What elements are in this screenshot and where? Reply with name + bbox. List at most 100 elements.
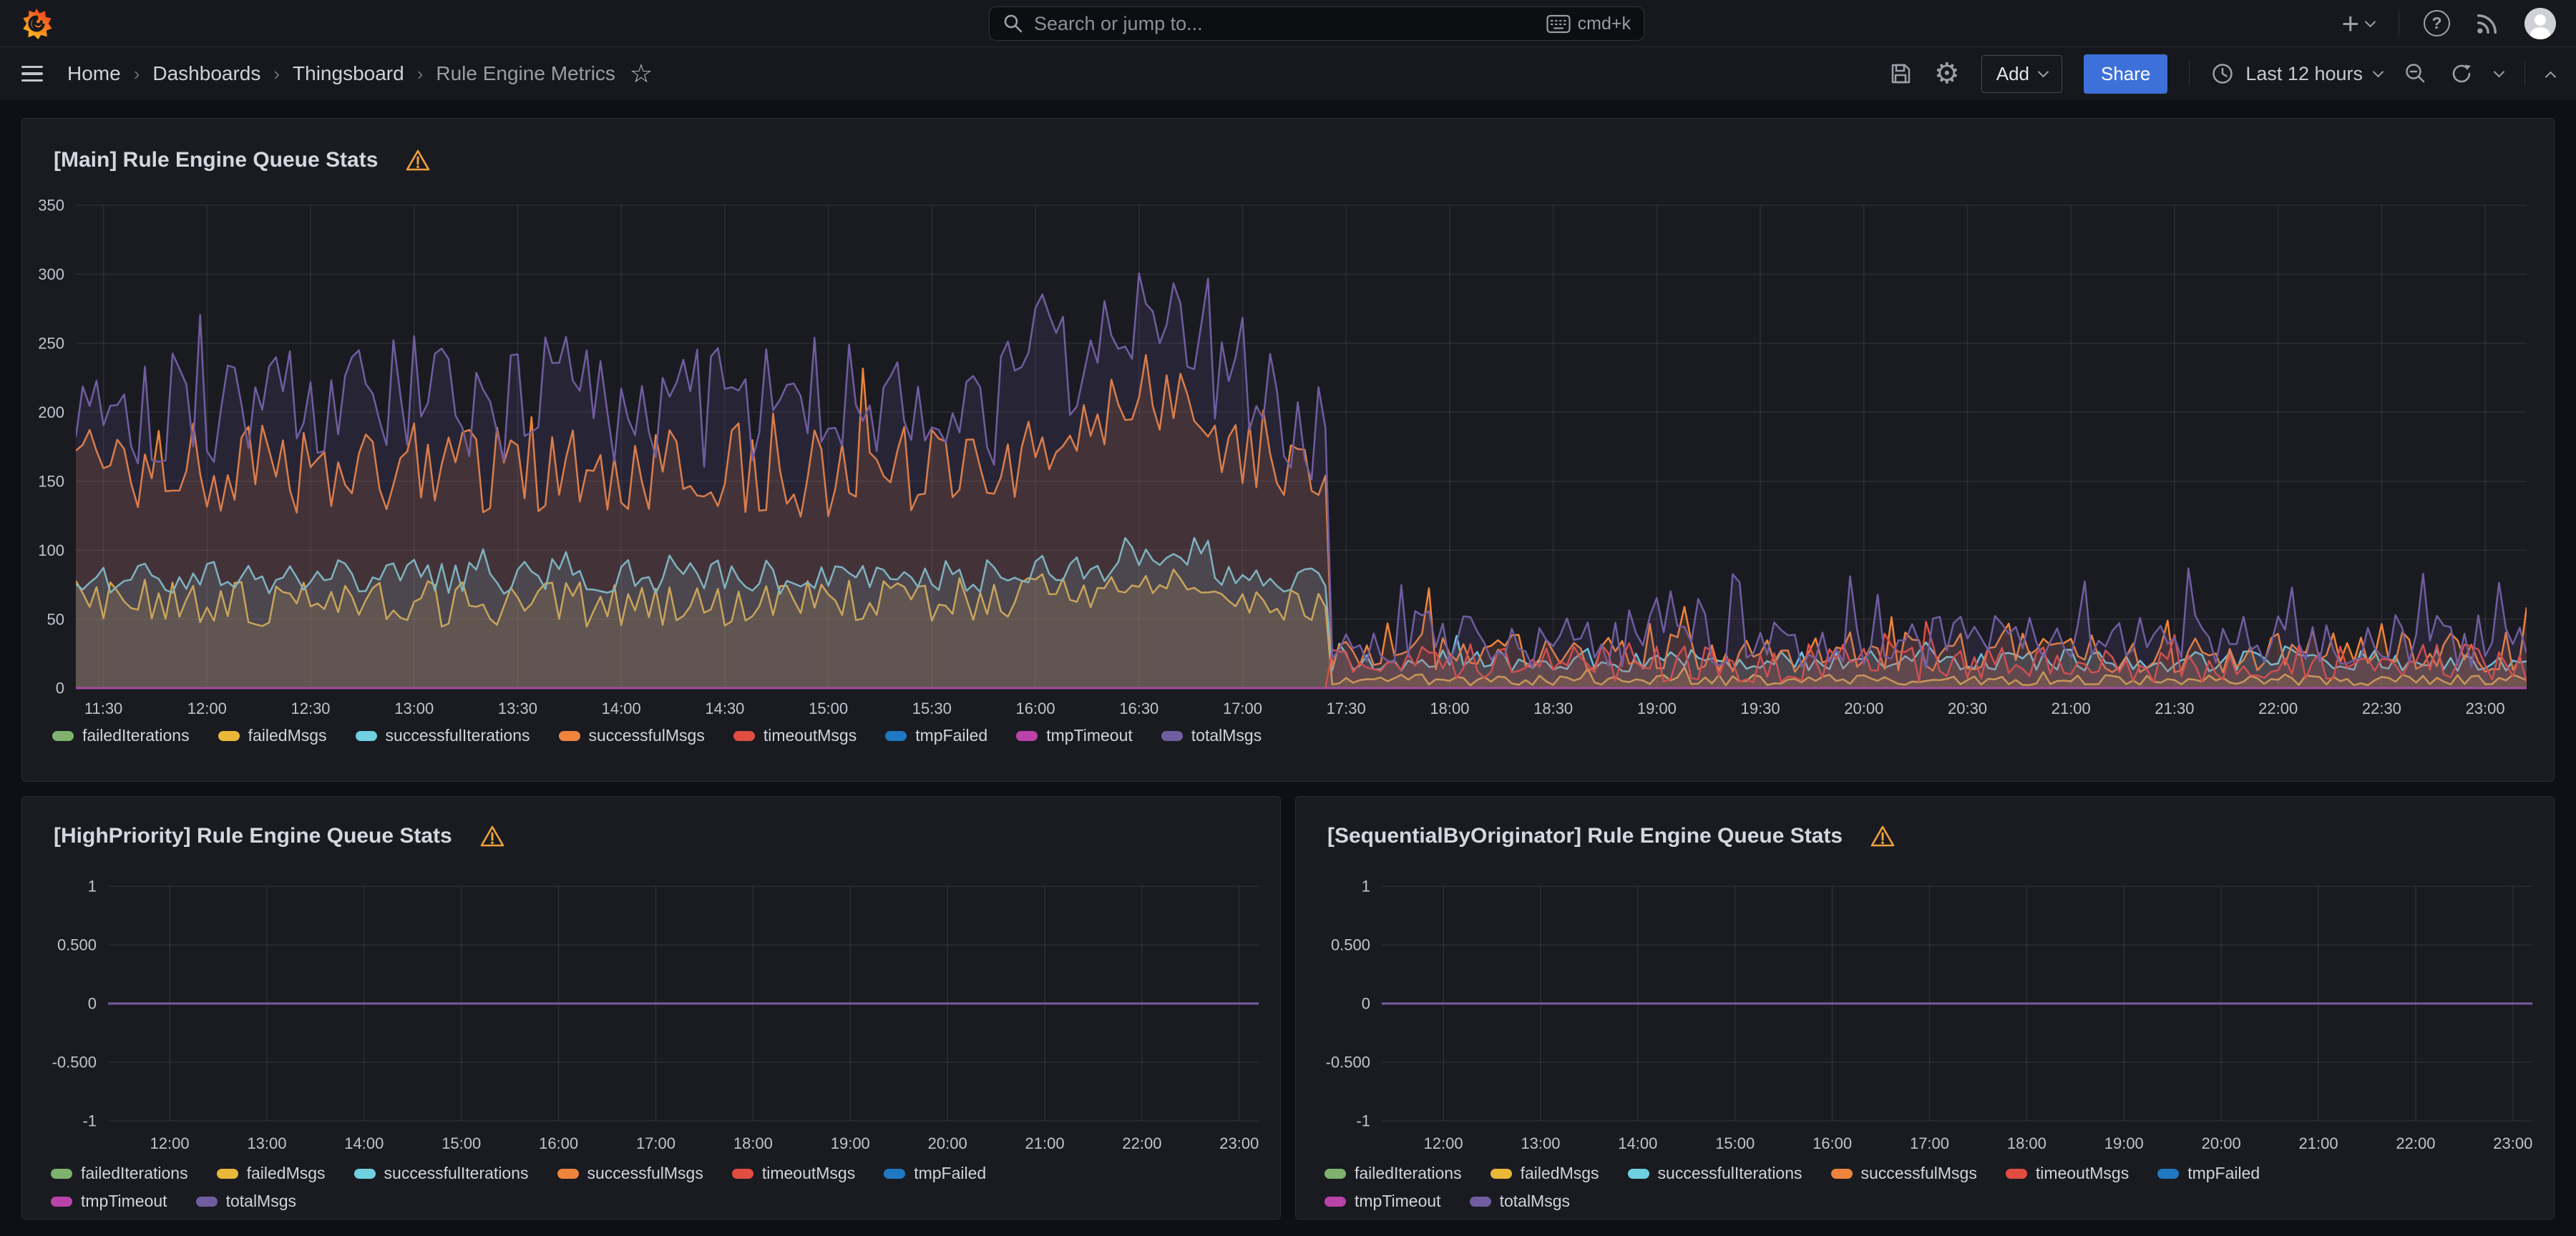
breadcrumb-current-dashboard[interactable]: Rule Engine Metrics (436, 62, 615, 84)
legend-item-tmpTimeout[interactable]: tmpTimeout (1016, 726, 1133, 745)
chevron-down-icon (2364, 16, 2376, 27)
svg-text:20:00: 20:00 (928, 1134, 967, 1152)
time-series-plot[interactable]: 1 0.500 0 -0.500 -1 12:00 13:00 14:00 15:00 16:00… (1296, 861, 2554, 1156)
legend-swatch (731, 1168, 753, 1179)
legend-item-tmpTimeout[interactable]: tmpTimeout (51, 1192, 167, 1211)
refresh-icon (2452, 64, 2471, 83)
zoom-out-button[interactable] (2404, 62, 2428, 86)
legend-item-tmpFailed[interactable]: tmpFailed (2157, 1164, 2260, 1183)
refresh-button[interactable] (2449, 62, 2474, 86)
svg-text:23:00: 23:00 (1219, 1134, 1259, 1152)
legend-item-successfulMsgs[interactable]: successfulMsgs (1830, 1164, 1977, 1183)
svg-text:300: 300 (38, 265, 64, 283)
svg-text:0: 0 (56, 680, 64, 697)
legend-item-totalMsgs[interactable]: totalMsgs (1469, 1192, 1571, 1211)
warning-icon[interactable] (479, 824, 505, 848)
refresh-interval-dropdown[interactable] (2493, 66, 2505, 78)
panel-title[interactable]: [Main] Rule Engine Queue Stats (54, 148, 379, 172)
svg-text:12:30: 12:30 (291, 700, 330, 717)
legend-item-successfulMsgs[interactable]: successfulMsgs (557, 1164, 703, 1183)
legend-label: failedMsgs (248, 726, 327, 745)
legend-item-tmpFailed[interactable]: tmpFailed (885, 726, 987, 745)
legend-item-timeoutMsgs[interactable]: timeoutMsgs (2005, 1164, 2129, 1183)
svg-text:1: 1 (1362, 878, 1370, 896)
legend-label: failedIterations (82, 726, 190, 745)
legend-item-successfulIterations[interactable]: successfulIterations (1627, 1164, 1802, 1183)
panel-title[interactable]: [HighPriority] Rule Engine Queue Stats (54, 824, 452, 848)
favorite-star-button[interactable]: ☆ (629, 59, 653, 88)
chevron-up-icon (2545, 71, 2557, 82)
share-button[interactable]: Share (2084, 54, 2168, 94)
svg-text:14:00: 14:00 (1618, 1134, 1657, 1152)
toolbar-collapse-button[interactable] (2545, 67, 2557, 82)
time-series-plot[interactable]: 1 0.500 0 -0.500 -1 12:00 13:00 14:00 15:00 16:00… (22, 861, 1280, 1156)
legend-swatch (733, 730, 755, 741)
legend-label: tmpFailed (915, 726, 988, 745)
time-range-picker[interactable]: Last 12 hours (2211, 62, 2384, 85)
svg-text:23:00: 23:00 (2466, 700, 2505, 717)
user-avatar[interactable] (2524, 7, 2556, 39)
legend-item-failedMsgs[interactable]: failedMsgs (218, 726, 327, 745)
breadcrumb-dashboards[interactable]: Dashboards (152, 62, 261, 84)
legend-item-timeoutMsgs[interactable]: timeoutMsgs (733, 726, 857, 745)
legend-swatch (218, 730, 240, 741)
panel-title[interactable]: [SequentialByOriginator] Rule Engine Que… (1327, 824, 1843, 848)
legend-swatch (1490, 1168, 1512, 1179)
legend-item-failedIterations[interactable]: failedIterations (51, 1164, 188, 1183)
svg-text:12:00: 12:00 (187, 700, 227, 717)
legend-item-successfulMsgs[interactable]: successfulMsgs (558, 726, 705, 745)
warning-icon[interactable] (405, 148, 431, 172)
create-new-button[interactable]: + (2341, 8, 2376, 39)
legend-label: timeoutMsgs (761, 1164, 856, 1182)
legend-item-successfulIterations[interactable]: successfulIterations (355, 726, 530, 745)
legend-item-failedMsgs[interactable]: failedMsgs (216, 1164, 326, 1183)
svg-text:0.500: 0.500 (1331, 936, 1370, 954)
svg-text:19:00: 19:00 (2104, 1134, 2144, 1152)
time-series-plot[interactable]: 0 50 100 150 200 250 300 350 11:30 12:00 12:30 13:0… (22, 187, 2554, 718)
top-right-actions: + ? (2341, 7, 2556, 39)
legend-label: totalMsgs (1499, 1192, 1571, 1210)
legend-item-failedMsgs[interactable]: failedMsgs (1490, 1164, 1599, 1183)
svg-text:20:00: 20:00 (1844, 700, 1883, 717)
legend-item-tmpTimeout[interactable]: tmpTimeout (1324, 1192, 1441, 1211)
legend-swatch (884, 1168, 906, 1179)
breadcrumb-separator: › (133, 62, 140, 84)
legend-label: failedMsgs (246, 1164, 326, 1182)
save-dashboard-button[interactable] (1888, 62, 1913, 86)
breadcrumb-home[interactable]: Home (67, 62, 121, 84)
legend-item-timeoutMsgs[interactable]: timeoutMsgs (731, 1164, 856, 1183)
svg-text:13:00: 13:00 (1521, 1134, 1560, 1152)
legend-item-totalMsgs[interactable]: totalMsgs (195, 1192, 296, 1211)
legend-label: failedMsgs (1520, 1164, 1599, 1182)
add-panel-button[interactable]: Add (1981, 54, 2062, 93)
legend-item-failedIterations[interactable]: failedIterations (1324, 1164, 1462, 1183)
legend-label: timeoutMsgs (763, 726, 857, 745)
svg-text:17:00: 17:00 (636, 1134, 675, 1152)
legend-swatch (1469, 1196, 1491, 1207)
help-button[interactable]: ? (2424, 10, 2450, 36)
top-navigation: cmd+k + ? (0, 0, 2576, 47)
breadcrumb-separator: › (273, 62, 280, 84)
breadcrumb-folder[interactable]: Thingsboard (293, 62, 404, 84)
legend-swatch (2157, 1168, 2180, 1179)
legend-swatch (51, 1196, 72, 1207)
svg-text:19:00: 19:00 (1637, 700, 1677, 717)
svg-text:-1: -1 (82, 1112, 97, 1130)
svg-text:21:00: 21:00 (1025, 1134, 1065, 1152)
svg-text:14:00: 14:00 (344, 1134, 384, 1152)
legend-swatch (52, 730, 74, 741)
dashboard-settings-button[interactable]: ⚙ (1934, 59, 1960, 88)
warning-icon[interactable] (1870, 824, 1896, 848)
legend-label: successfulMsgs (588, 726, 705, 745)
legend-swatch (216, 1168, 238, 1179)
global-search[interactable]: cmd+k (989, 6, 1644, 41)
grafana-logo[interactable] (20, 7, 53, 40)
legend-item-tmpFailed[interactable]: tmpFailed (884, 1164, 986, 1183)
svg-text:14:00: 14:00 (602, 700, 641, 717)
search-input[interactable] (1034, 12, 1536, 35)
legend-item-failedIterations[interactable]: failedIterations (52, 726, 190, 745)
menu-toggle-button[interactable] (21, 65, 43, 82)
legend-item-totalMsgs[interactable]: totalMsgs (1161, 726, 1262, 745)
news-button[interactable] (2474, 11, 2500, 36)
legend-item-successfulIterations[interactable]: successfulIterations (353, 1164, 529, 1183)
